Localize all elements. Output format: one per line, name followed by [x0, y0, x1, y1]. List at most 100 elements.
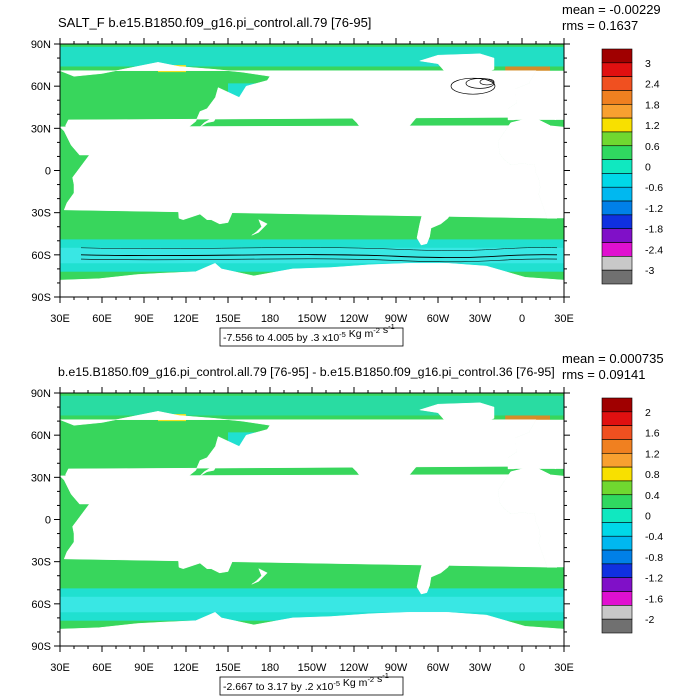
- legend-swatch: [601, 618, 633, 634]
- legend-swatch: [601, 256, 633, 271]
- lon-label: 120W: [340, 313, 369, 325]
- legend-swatch: [601, 577, 633, 592]
- legend-swatch: [601, 494, 633, 509]
- lon-label: 0: [519, 313, 525, 325]
- mean-value: mean = -0.00229: [562, 2, 661, 17]
- range-note: -7.556 to 4.005 by .3 x10-5 Kg m-2 s-1: [223, 322, 395, 344]
- land-africa-wrap: [498, 118, 564, 219]
- lon-label: 120E: [173, 313, 199, 325]
- legend-swatch: [601, 200, 633, 216]
- legend-label: -1.8: [645, 224, 663, 236]
- legend-swatch: [601, 397, 633, 413]
- legend-swatch: [601, 242, 633, 257]
- lon-label: 150E: [215, 662, 241, 674]
- land-europe-wrap: [508, 70, 564, 120]
- legend-swatch: [601, 411, 633, 426]
- contour-line: [80, 247, 558, 251]
- legend-label: 0: [645, 162, 651, 174]
- lat-label: 0: [45, 515, 51, 527]
- legend-label: 3: [645, 58, 651, 70]
- legend-swatch: [601, 425, 633, 440]
- lon-label: 150W: [298, 662, 327, 674]
- lat-label: 30S: [31, 557, 51, 569]
- range-note-part: Kg m: [340, 677, 368, 689]
- range-note-exponent: -5: [339, 330, 346, 339]
- range-note-box: [219, 327, 404, 347]
- legend-label: -1.2: [645, 203, 663, 215]
- range-note-exponent: -1: [388, 322, 395, 331]
- legend-swatch: [601, 508, 633, 523]
- range-note-part: s: [380, 324, 388, 336]
- legend-swatch: [601, 228, 633, 243]
- legend-label: 1.2: [645, 120, 660, 132]
- lat-label: 60N: [31, 81, 51, 93]
- land-newguinea: [200, 171, 229, 185]
- legend-label: 0.6: [645, 141, 660, 153]
- lon-label: 90W: [385, 313, 408, 325]
- lon-label: 30E: [554, 313, 574, 325]
- range-note-part: -7.556 to 4.005 by .3 x10: [223, 332, 339, 344]
- legend-swatch: [601, 214, 633, 230]
- land-madagascar: [79, 186, 89, 206]
- lon-label: 30E: [554, 662, 574, 674]
- legend-swatch: [601, 173, 633, 188]
- legend-label: -0.4: [645, 531, 663, 543]
- legend-swatch: [601, 549, 633, 565]
- legend-swatch: [601, 186, 633, 202]
- land-namerica: [286, 420, 445, 508]
- legend-swatch: [601, 48, 633, 64]
- legend-swatch: [601, 535, 633, 551]
- land-newguinea: [200, 520, 229, 534]
- land-antarctica: [59, 612, 565, 647]
- lat-label: 30N: [31, 123, 51, 135]
- legend-label: 0.4: [645, 490, 660, 502]
- range-note-box: [219, 676, 404, 696]
- legend-label: 0.8: [645, 469, 660, 481]
- land-africa-wrap: [498, 467, 564, 568]
- lon-label: 180: [261, 662, 279, 674]
- rms-value: rms = 0.1637: [562, 18, 638, 33]
- land-antarctica: [59, 263, 565, 298]
- lat-label: 60S: [31, 250, 51, 262]
- legend-swatch: [601, 269, 633, 285]
- land-borneo: [170, 160, 185, 177]
- rms-value: rms = 0.09141: [562, 367, 645, 382]
- lat-label: 60N: [31, 430, 51, 442]
- land-japan: [199, 108, 222, 128]
- range-note-part: s: [374, 673, 382, 685]
- legend-swatch: [601, 145, 633, 160]
- lon-label: 90E: [134, 313, 154, 325]
- range-note-exponent: -2: [373, 326, 380, 335]
- legend-swatch: [601, 480, 633, 496]
- land-australia: [177, 534, 233, 574]
- panel-title: SALT_F b.e15.B1850.f09_g16.pi_control.al…: [58, 15, 371, 30]
- lon-label: 180: [261, 313, 279, 325]
- range-note-exponent: -5: [333, 679, 340, 688]
- lon-label: 0: [519, 662, 525, 674]
- legend-swatch: [601, 159, 633, 174]
- legend-swatch: [601, 591, 633, 606]
- legend-label: -0.6: [645, 182, 663, 194]
- range-note-part: -2.667 to 3.17 by .2 x10: [223, 681, 333, 693]
- lat-label: 0: [45, 166, 51, 178]
- land-africa: [59, 118, 558, 219]
- mean-value: mean = 0.000735: [562, 351, 664, 366]
- legend-label: 1.8: [645, 99, 660, 111]
- legend-swatch: [601, 103, 633, 119]
- legend-label: -2.4: [645, 244, 663, 256]
- lat-label: 90N: [31, 39, 51, 51]
- legend-label: -3: [645, 265, 654, 277]
- lon-label: 30W: [469, 313, 492, 325]
- contour-line: [450, 77, 496, 95]
- contour-line: [465, 78, 495, 89]
- legend-label: -1.6: [645, 593, 663, 605]
- lat-label: 30N: [31, 472, 51, 484]
- legend-swatch: [601, 117, 633, 133]
- legend-swatch: [601, 439, 633, 454]
- legend-swatch: [601, 452, 633, 468]
- lat-label: 90S: [31, 641, 51, 653]
- land-greenland: [419, 53, 495, 87]
- legend-swatch: [601, 76, 633, 91]
- lon-label: 120E: [173, 662, 199, 674]
- land-nz: [251, 219, 268, 236]
